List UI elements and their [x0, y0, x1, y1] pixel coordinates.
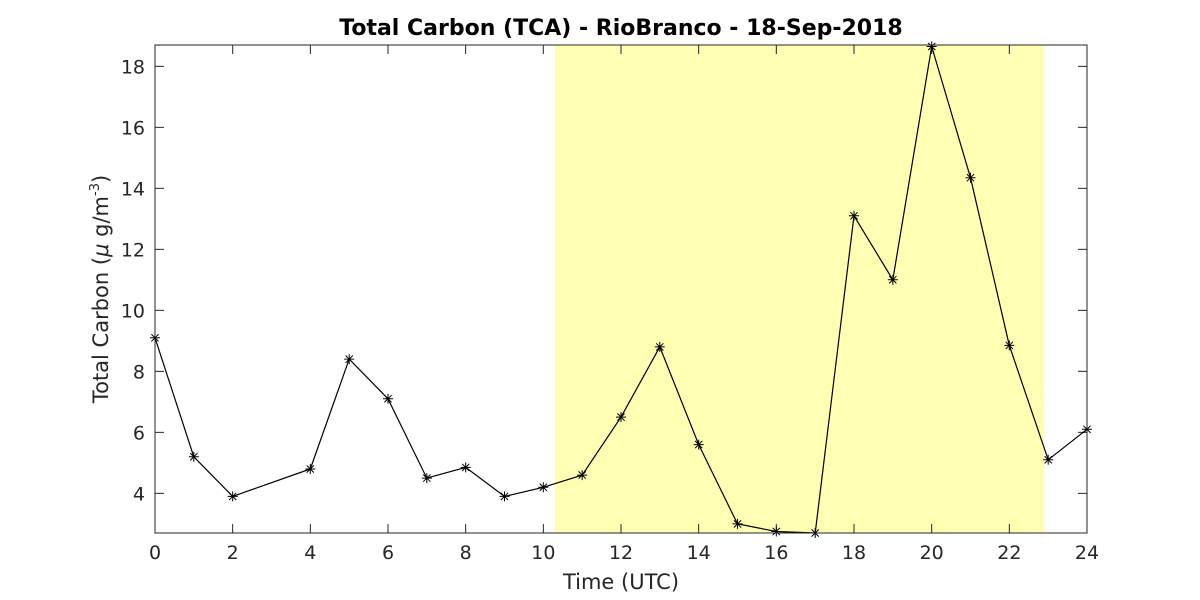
y-tick-label: 4: [133, 483, 145, 505]
x-tick-label: 18: [842, 542, 866, 564]
data-point-marker: [188, 451, 199, 462]
data-point-marker: [227, 491, 238, 502]
chart-title: Total Carbon (TCA) - RioBranco - 18-Sep-…: [339, 16, 902, 41]
y-axis-label-exponent: -3: [88, 183, 103, 196]
data-point-marker: [926, 41, 937, 52]
x-tick-label: 14: [687, 542, 711, 564]
y-tick-label: 8: [133, 361, 145, 383]
data-point-marker: [305, 464, 316, 474]
data-point-marker: [965, 172, 976, 183]
data-point-marker: [344, 354, 355, 365]
data-point-marker: [732, 518, 743, 529]
x-axis-label: Time (UTC): [562, 570, 679, 594]
x-tick-label: 6: [382, 542, 394, 564]
y-axis-label-suffix: ): [89, 175, 113, 183]
y-tick-label: 10: [121, 300, 145, 322]
data-point-marker: [616, 412, 626, 423]
x-tick-label: 20: [920, 542, 944, 564]
plot-area-frame: [154, 44, 1088, 534]
x-tick-label: 24: [1075, 542, 1099, 564]
data-point-marker: [654, 341, 665, 352]
data-point-marker: [577, 470, 588, 481]
data-point-marker: [460, 462, 471, 473]
y-axis-label-mu: μ: [89, 244, 113, 258]
y-tick-label: 14: [121, 178, 145, 200]
y-tick-label: 12: [121, 239, 145, 261]
data-point-marker: [421, 473, 432, 484]
x-tick-label: 8: [460, 542, 472, 564]
x-tick-label: 16: [764, 542, 788, 564]
data-point-marker: [849, 210, 859, 221]
y-axis-label-prefix: Total Carbon (: [89, 257, 113, 404]
y-axis-label: Total Carbon (μ g/m-3): [88, 175, 113, 404]
data-point-marker: [499, 491, 510, 502]
data-point-marker: [383, 393, 393, 404]
x-tick-label: 10: [531, 542, 555, 564]
data-point-marker: [1043, 454, 1054, 465]
x-tick-label: 2: [227, 542, 239, 564]
x-tick-label: 12: [609, 542, 633, 564]
data-point-marker: [693, 439, 704, 450]
y-tick-label: 6: [133, 422, 145, 444]
series-line: [154, 46, 1088, 534]
data-point-marker: [538, 482, 549, 493]
y-tick-label: 16: [121, 117, 145, 139]
data-point-marker: [887, 274, 898, 285]
x-tick-label: 22: [997, 542, 1021, 564]
data-point-marker: [771, 526, 782, 537]
highlight-region: [554, 45, 1045, 533]
y-tick-label: 18: [121, 56, 145, 78]
x-tick-label: 0: [149, 542, 161, 564]
data-point-marker: [1004, 340, 1015, 351]
y-axis-label-unit: g/m: [89, 196, 113, 244]
x-tick-label: 4: [304, 542, 316, 564]
